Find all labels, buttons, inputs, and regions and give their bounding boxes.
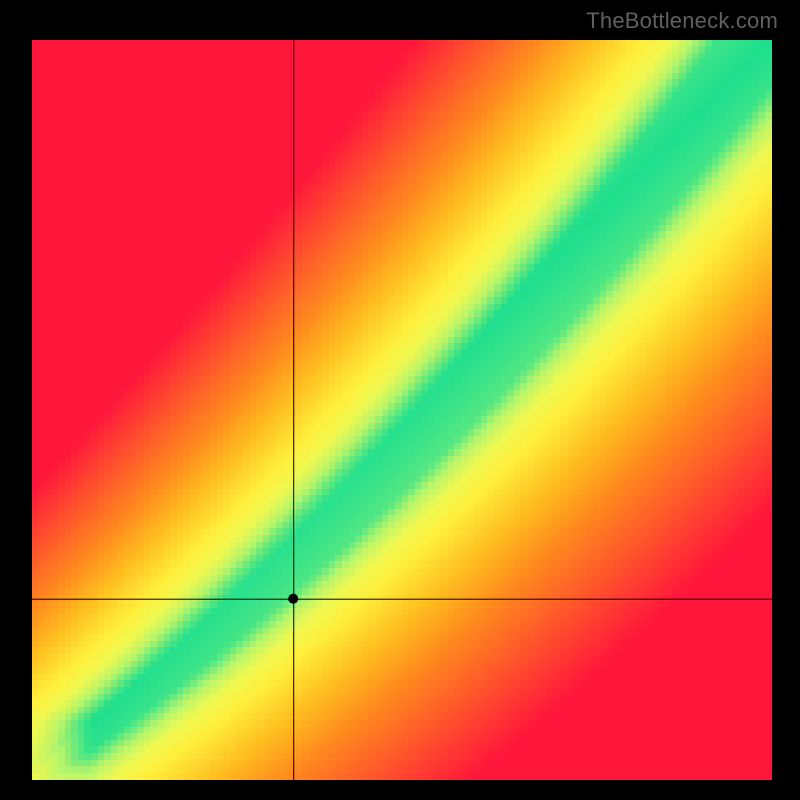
chart-container: TheBottleneck.com — [0, 0, 800, 800]
bottleneck-heatmap — [32, 40, 772, 780]
watermark-text: TheBottleneck.com — [586, 8, 778, 34]
